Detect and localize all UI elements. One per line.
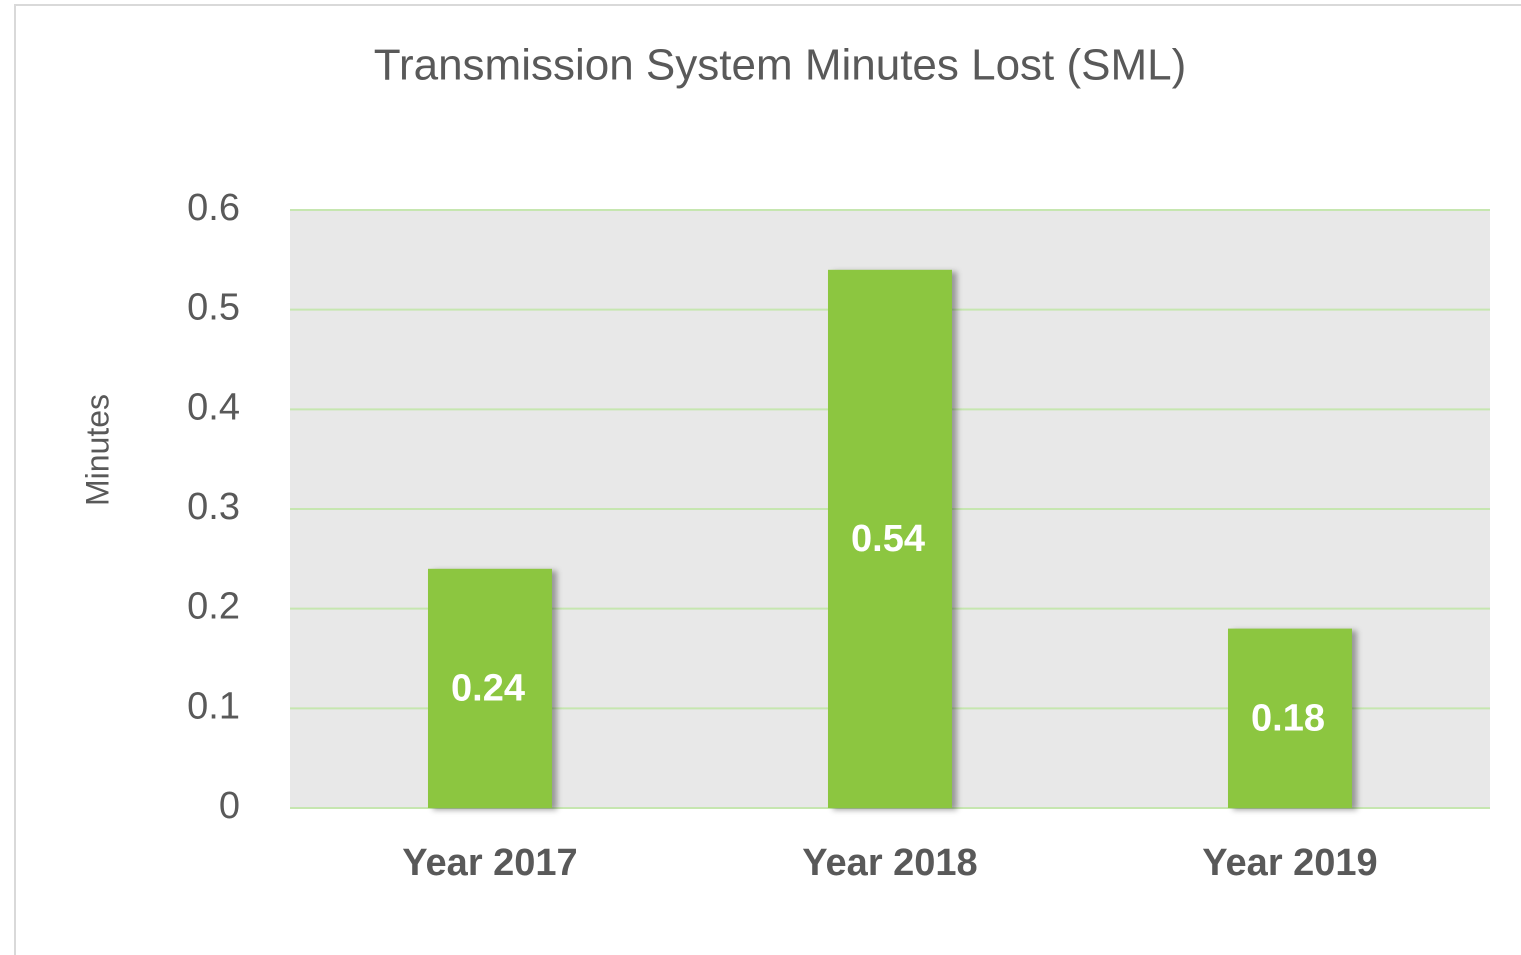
y-tick-label: 0.4 — [187, 386, 240, 428]
x-tick-label: Year 2017 — [402, 842, 577, 884]
bar — [1228, 628, 1352, 808]
data-label: 0.18 — [1251, 697, 1325, 739]
y-tick-label: 0.2 — [187, 586, 240, 628]
bar — [428, 568, 552, 808]
bar — [828, 269, 952, 808]
data-label: 0.54 — [851, 518, 925, 560]
y-tick-label: 0 — [219, 785, 240, 827]
y-tick-label: 0.3 — [187, 486, 240, 528]
y-tick-label: 0.5 — [187, 287, 240, 329]
y-axis-label: Minutes — [79, 394, 115, 506]
chart-title: Transmission System Minutes Lost (SML) — [374, 41, 1187, 90]
x-tick-label: Year 2018 — [802, 842, 977, 884]
y-tick-label: 0.1 — [187, 685, 240, 727]
y-tick-label: 0.6 — [187, 187, 240, 229]
data-label: 0.24 — [451, 667, 525, 709]
x-tick-label: Year 2019 — [1202, 842, 1377, 884]
